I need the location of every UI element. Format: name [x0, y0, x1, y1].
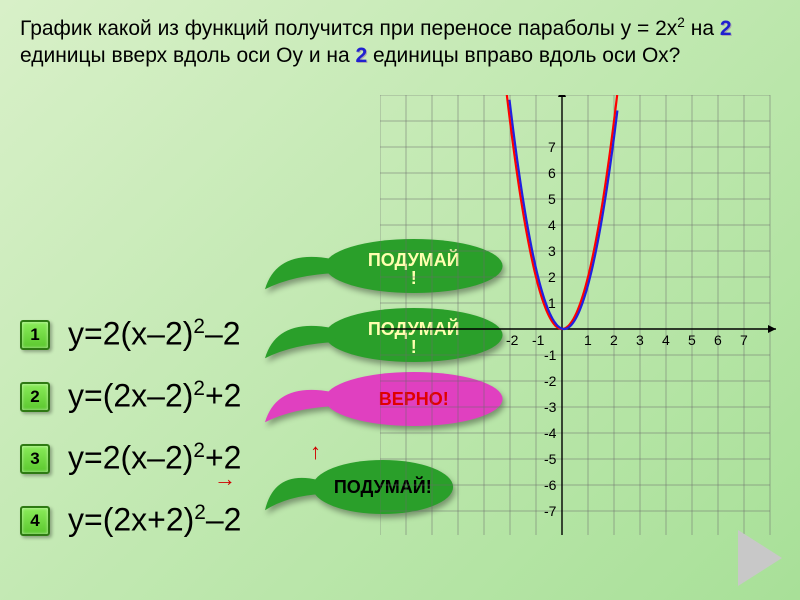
svg-text:-6: -6	[544, 477, 557, 493]
svg-text:4: 4	[662, 332, 670, 348]
arrow-right: →	[214, 466, 236, 492]
svg-text:6: 6	[548, 165, 556, 181]
bold-number-1: 2	[720, 17, 732, 40]
svg-text:-7: -7	[544, 503, 557, 519]
svg-text:-4: -4	[544, 425, 557, 441]
option-button-4[interactable]: 4	[20, 506, 50, 536]
svg-text:3: 3	[636, 332, 644, 348]
svg-text:5: 5	[548, 191, 556, 207]
svg-text:-3: -3	[544, 399, 557, 415]
svg-text:-2: -2	[544, 373, 557, 389]
svg-text:7: 7	[740, 332, 748, 348]
option-text-1: y=2(x–2)2–2	[68, 315, 241, 353]
svg-text:-2: -2	[506, 332, 519, 348]
svg-text:6: 6	[714, 332, 722, 348]
svg-text:1: 1	[584, 332, 592, 348]
svg-text:7: 7	[548, 139, 556, 155]
svg-text:5: 5	[688, 332, 696, 348]
svg-text:3: 3	[548, 243, 556, 259]
graph-panel: -2 -1 1 2 3 4 5 6 7 1 2 3 4 5 6 7 -1 -2 -3 -4 -5 -6 -7	[380, 95, 780, 535]
option-text-4: y=(2x+2)2–2	[68, 501, 241, 539]
next-button[interactable]	[738, 530, 782, 586]
svg-text:-1: -1	[532, 332, 545, 348]
arrow-up: ↑	[310, 439, 321, 465]
option-button-3[interactable]: 3	[20, 444, 50, 474]
question-text: График какой из функций получится при пе…	[20, 14, 780, 70]
svg-text:2: 2	[548, 269, 556, 285]
option-button-1[interactable]: 1	[20, 320, 50, 350]
svg-text:4: 4	[548, 217, 556, 233]
svg-text:2: 2	[610, 332, 618, 348]
svg-text:-5: -5	[544, 451, 557, 467]
option-button-2[interactable]: 2	[20, 382, 50, 412]
bold-number-2: 2	[356, 44, 368, 67]
exponent: 2	[677, 15, 685, 30]
svg-text:1: 1	[548, 295, 556, 311]
option-text-2: y=(2x–2)2+2	[68, 377, 241, 415]
svg-text:-1: -1	[544, 347, 557, 363]
